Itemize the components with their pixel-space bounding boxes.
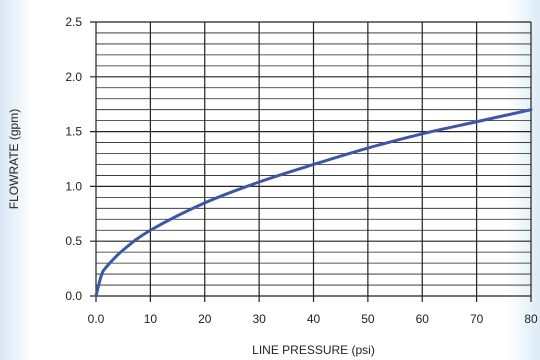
y-tick-labels: 0.0 0.5 1.0 1.5 2.0 2.5	[65, 15, 82, 303]
y-tick-label: 2.0	[65, 70, 82, 84]
x-tick-label: 50	[361, 312, 375, 326]
x-tick-label: 40	[307, 312, 321, 326]
y-axis-label: FLOWRATE (gpm)	[7, 109, 21, 209]
y-tick-label: 1.0	[65, 179, 82, 193]
grid-lines	[90, 21, 532, 302]
y-tick-label: 2.5	[65, 15, 82, 29]
x-tick-label: 60	[416, 312, 430, 326]
x-tick-label: 80	[524, 312, 538, 326]
x-tick-label: 20	[198, 312, 212, 326]
y-tick-label: 1.5	[65, 125, 82, 139]
x-tick-label: 10	[144, 312, 158, 326]
y-tick-label: 0.5	[65, 234, 82, 248]
flowrate-line	[94, 108, 533, 298]
y-tick-label: 0.0	[65, 289, 82, 303]
x-tick-label: 70	[470, 312, 484, 326]
x-tick-label: 0.0	[88, 312, 105, 326]
x-tick-label: 30	[252, 312, 266, 326]
x-axis-label: LINE PRESSURE (psi)	[252, 343, 375, 357]
x-tick-labels: 0.0 10 20 30 40 50 60 70 80	[88, 312, 538, 326]
